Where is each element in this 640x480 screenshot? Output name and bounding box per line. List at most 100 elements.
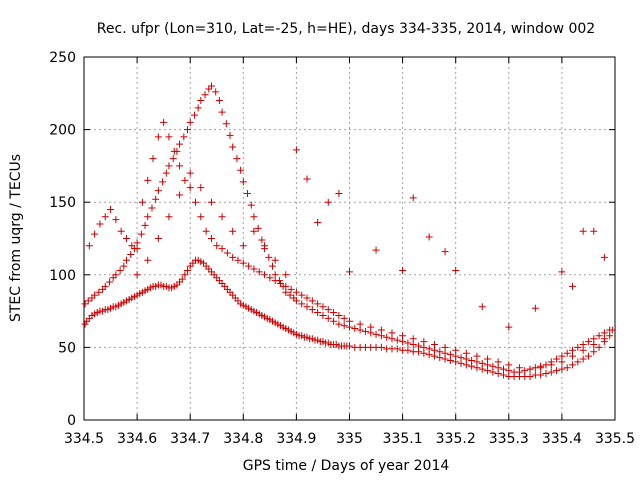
data-point — [250, 265, 258, 273]
y-tick-label: 150 — [49, 195, 76, 211]
data-point — [170, 147, 178, 155]
data-point — [148, 204, 156, 212]
data-point — [186, 169, 194, 177]
data-point — [372, 246, 380, 254]
data-point — [144, 213, 152, 221]
data-point — [261, 242, 269, 250]
data-point — [184, 126, 192, 134]
data-point — [162, 169, 170, 177]
data-point — [584, 352, 592, 360]
data-point — [409, 194, 417, 202]
data-point — [176, 162, 184, 170]
data-point — [138, 198, 146, 206]
data-point — [282, 271, 290, 279]
data-point — [154, 187, 162, 195]
x-tick-label: 334.7 — [170, 431, 210, 447]
y-tick-label: 200 — [49, 123, 76, 139]
data-point — [276, 280, 284, 288]
data-point — [574, 343, 582, 351]
data-point — [393, 345, 401, 353]
data-point — [127, 250, 135, 258]
data-point — [330, 309, 338, 317]
data-point — [165, 213, 173, 221]
data-point — [484, 355, 492, 363]
x-axis: 334.5 334.6 334.7 334.8 334.9 335 335.1 335.2 33… — [64, 57, 635, 447]
data-point — [558, 268, 566, 276]
data-point — [178, 275, 186, 283]
data-point — [194, 104, 202, 112]
data-point — [128, 242, 136, 250]
x-tick-label: 335.4 — [542, 431, 582, 447]
data-point — [184, 266, 192, 274]
x-tick-label: 335 — [336, 431, 363, 447]
data-point — [287, 285, 295, 293]
data-point — [569, 282, 577, 290]
data-point — [212, 88, 220, 96]
data-point — [245, 262, 253, 270]
data-point — [319, 311, 327, 319]
chart-title: Rec. ufpr (Lon=310, Lat=-25, h=HE), days… — [97, 21, 595, 37]
data-point — [133, 271, 141, 279]
data-point — [159, 178, 167, 186]
data-point — [415, 342, 423, 350]
data-point — [91, 291, 99, 299]
data-point — [399, 266, 407, 274]
data-point — [579, 227, 587, 235]
data-point — [107, 205, 115, 213]
data-point — [197, 184, 205, 192]
data-point — [176, 140, 184, 148]
data-point — [558, 358, 566, 366]
data-point — [547, 361, 555, 369]
data-point — [314, 219, 322, 227]
data-point — [346, 268, 353, 276]
y-tick-label: 250 — [49, 50, 76, 66]
data-point — [409, 335, 417, 343]
data-point — [499, 365, 507, 373]
data-point — [169, 155, 177, 163]
data-point — [579, 355, 587, 363]
data-point — [314, 309, 322, 317]
data-point — [85, 242, 93, 250]
data-point — [346, 342, 353, 350]
data-point — [489, 362, 497, 370]
data-point — [218, 213, 226, 221]
y-tick-label: 100 — [49, 268, 76, 284]
data-point — [553, 367, 561, 375]
y-axis-label: STEC from uqrg / TECUs — [8, 154, 24, 322]
data-point — [468, 356, 476, 364]
data-point — [367, 323, 375, 331]
data-point — [254, 224, 262, 232]
data-point — [269, 262, 277, 270]
data-point — [237, 166, 245, 174]
data-point — [590, 348, 598, 356]
data-point — [563, 364, 571, 372]
data-point — [420, 338, 428, 346]
data-point — [377, 326, 385, 334]
data-point — [192, 198, 200, 206]
data-point — [383, 333, 391, 341]
data-point — [478, 359, 486, 367]
data-point — [404, 346, 412, 354]
data-point — [595, 343, 603, 351]
data-point — [222, 120, 230, 128]
data-point — [181, 271, 189, 279]
data-point — [600, 253, 608, 261]
data-point — [356, 320, 364, 328]
data-point — [234, 256, 242, 264]
x-tick-label: 335.3 — [489, 431, 529, 447]
x-tick-label: 334.8 — [223, 431, 263, 447]
data-point — [351, 325, 359, 333]
data-point — [165, 162, 173, 170]
data-point — [160, 118, 168, 126]
data-point — [101, 282, 109, 290]
data-point — [223, 249, 231, 257]
data-point — [176, 191, 184, 199]
data-point — [457, 354, 465, 362]
data-point — [233, 155, 241, 163]
data-point — [105, 278, 113, 286]
data-point — [213, 242, 221, 250]
data-point — [553, 355, 561, 363]
data-point — [537, 371, 545, 379]
data-point — [547, 368, 555, 376]
